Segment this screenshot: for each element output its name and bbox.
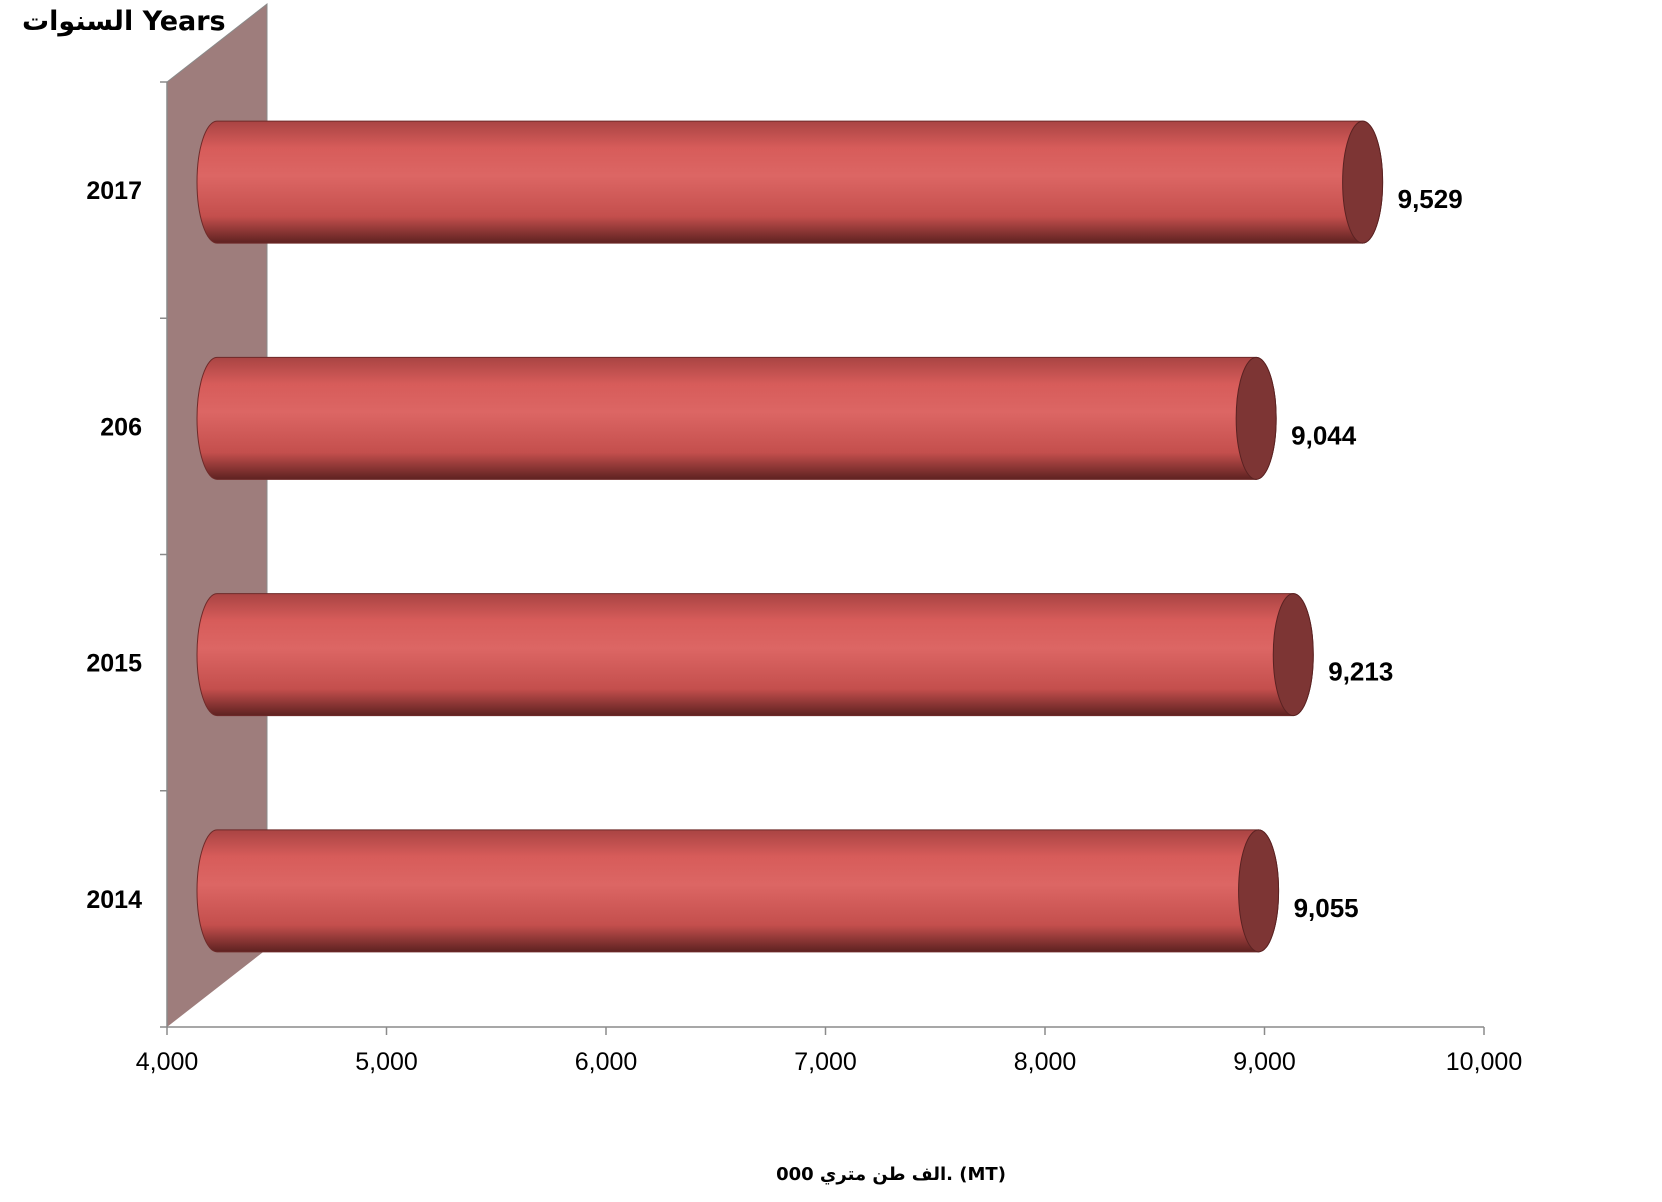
bar-cap [1272,593,1314,717]
data-label: 9,055 [1294,893,1359,923]
category-label: 2015 [86,650,142,678]
x-axis-title: الف طن متري 000. (MT) [776,1164,1006,1185]
bar-2014 [196,829,1280,953]
bar-cap [1238,829,1280,953]
bar-206 [196,356,1277,480]
bar-body [196,829,1280,953]
axes [160,81,1485,1035]
bar-2017 [196,120,1384,244]
category-label: 2017 [86,177,142,205]
labels: 4,000 5,000 6,000 7,000 8,000 9,000 10,000 2014… [86,177,1522,1076]
bar-body [196,356,1277,480]
y-axis-title: السنوات Years [22,6,226,37]
bar-body [196,120,1384,244]
side-wall [167,4,267,1027]
data-label: 9,213 [1328,657,1393,687]
bars [196,120,1384,953]
category-label: 206 [100,413,142,441]
category-label: 2014 [86,886,142,914]
x-tick-label: 7,000 [794,1048,857,1076]
bar-cap [1342,120,1384,244]
data-label: 9,044 [1291,420,1357,450]
x-tick-label: 6,000 [575,1048,638,1076]
data-label: 9,529 [1398,184,1463,214]
x-tick-label: 5,000 [355,1048,418,1076]
bar-body [196,593,1314,717]
x-tick-label: 9,000 [1233,1048,1296,1076]
x-tick-label: 4,000 [136,1048,199,1076]
x-tick-label: 10,000 [1446,1048,1522,1076]
x-tick-label: 8,000 [1014,1048,1077,1076]
bar-2015 [196,593,1314,717]
bar-cap [1235,356,1277,480]
